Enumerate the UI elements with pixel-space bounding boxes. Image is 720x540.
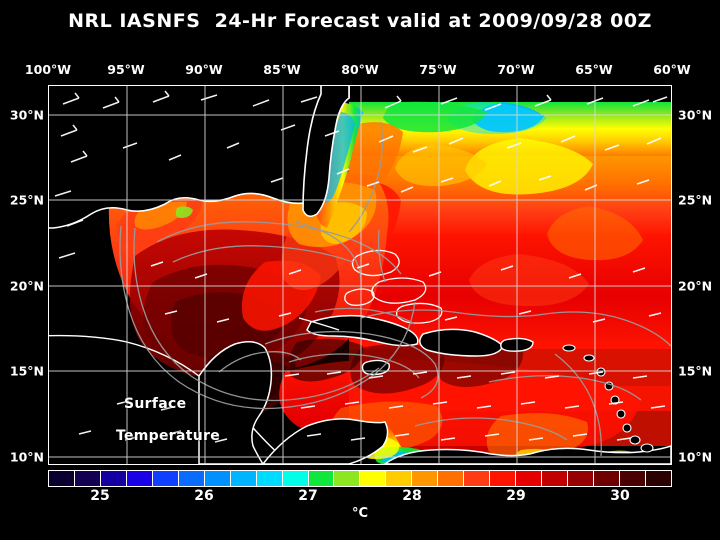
lon-tick-4: 80°W: [341, 62, 379, 77]
annotation-temperature: Temperature: [116, 428, 221, 444]
figure-title: NRL IASNFS 24-Hr Forecast valid at 2009/…: [68, 10, 652, 32]
colorbar-cell-14: [412, 471, 439, 486]
colorbar-cell-5: [178, 471, 205, 486]
colorbar-cell-19: [542, 471, 569, 486]
lat-tick-right-0: 30°N: [678, 107, 713, 123]
colorbar-cell-12: [360, 471, 387, 486]
lat-tick-right-4: 10°N: [678, 449, 713, 465]
colorbar-cell-15: [438, 471, 465, 486]
colorbar-cell-11: [334, 471, 361, 486]
colorbar-cell-7: [230, 471, 257, 486]
annotation-surface: Surface: [124, 396, 187, 412]
lat-tick-left-1: 25°N: [9, 192, 44, 208]
lat-tick-left-2: 20°N: [9, 278, 44, 294]
colorbar-cell-0: [49, 471, 75, 486]
colorbar-cell-2: [100, 471, 127, 486]
colorbar-cell-23: [645, 471, 671, 486]
lon-tick-7: 65°W: [575, 62, 613, 77]
colorbar[interactable]: [48, 470, 672, 487]
colorbar-cell-20: [568, 471, 595, 486]
lon-tick-0: 100°W: [24, 62, 72, 77]
lat-tick-right-2: 20°N: [678, 278, 713, 294]
colorbar-tick-5: 30: [610, 488, 630, 504]
lat-tick-left-0: 30°N: [9, 107, 44, 123]
lon-tick-3: 85°W: [263, 62, 301, 77]
lon-tick-6: 70°W: [497, 62, 535, 77]
lat-tick-right-3: 15°N: [678, 363, 713, 379]
colorbar-cell-3: [126, 471, 153, 486]
map-panel[interactable]: [48, 85, 672, 465]
colorbar-tick-3: 28: [402, 488, 422, 504]
colorbar-cell-9: [282, 471, 309, 486]
colorbar-cell-17: [490, 471, 517, 486]
colorbar-cell-21: [594, 471, 620, 486]
lon-tick-8: 60°W: [653, 62, 691, 77]
colorbar-cell-1: [74, 471, 101, 486]
lon-tick-1: 95°W: [107, 62, 145, 77]
colorbar-unit-label: °C: [351, 506, 369, 521]
colorbar-cell-18: [516, 471, 543, 486]
colorbar-tick-0: 25: [90, 488, 110, 504]
lat-tick-left-3: 15°N: [9, 363, 44, 379]
lon-tick-2: 90°W: [185, 62, 223, 77]
lat-tick-left-4: 10°N: [9, 449, 44, 465]
colorbar-cell-4: [152, 471, 179, 486]
sst-heatmap: [49, 86, 671, 464]
colorbar-tick-4: 29: [506, 488, 526, 504]
lat-tick-right-1: 25°N: [678, 192, 713, 208]
colorbar-cell-10: [308, 471, 335, 486]
colorbar-cell-22: [619, 471, 646, 486]
lon-tick-5: 75°W: [419, 62, 457, 77]
colorbar-cell-6: [204, 471, 231, 486]
colorbar-tick-2: 27: [298, 488, 318, 504]
colorbar-tick-1: 26: [194, 488, 214, 504]
colorbar-cell-16: [464, 471, 491, 486]
colorbar-cell-8: [256, 471, 283, 486]
colorbar-cell-13: [386, 471, 413, 486]
